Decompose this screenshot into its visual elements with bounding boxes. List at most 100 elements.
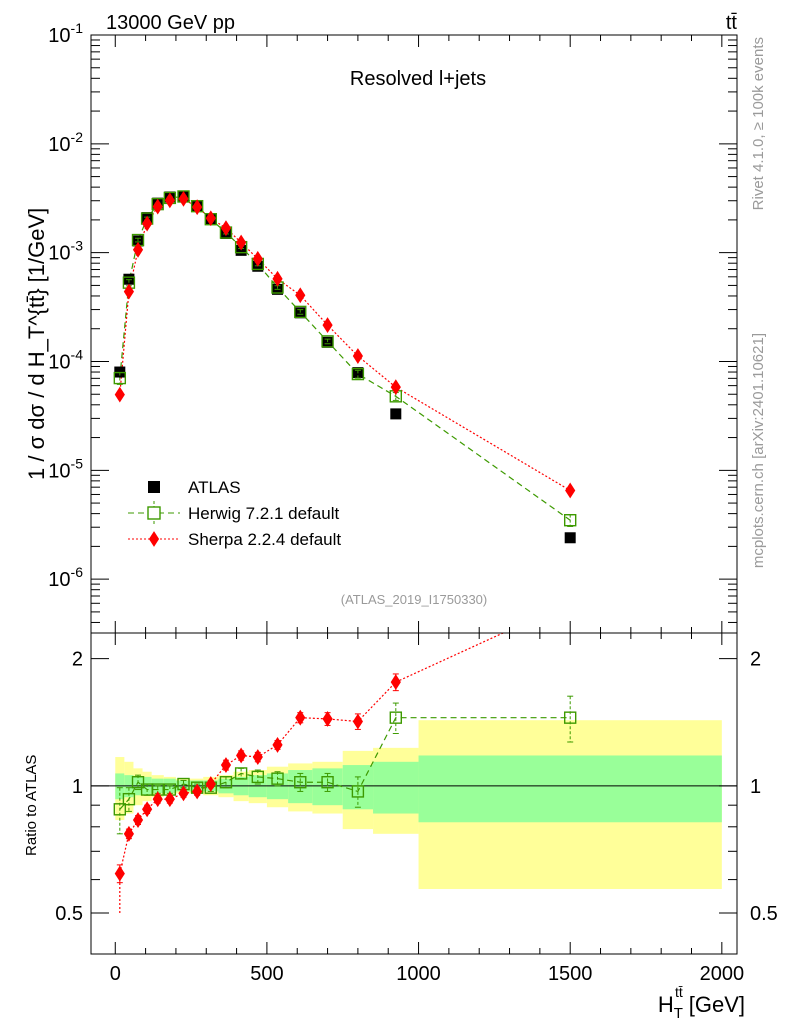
rivet-label: Rivet 4.1.0, ≥ 100k events <box>750 37 767 210</box>
y-tick-label: 10-2 <box>48 129 83 156</box>
herwig-ratio-point <box>251 770 265 784</box>
mcplots-label: mcplots.cern.ch [arXiv:2401.10621] <box>750 333 767 568</box>
herwig-point <box>321 335 334 348</box>
atlas-point <box>322 336 334 348</box>
ratio-tick-label-right: 0.5 <box>750 903 778 925</box>
sherpa-point <box>164 192 175 209</box>
sherpa-point <box>142 215 153 232</box>
sherpa-point <box>192 199 203 216</box>
sherpa-point <box>565 482 576 499</box>
herwig-ratio-point <box>234 767 248 780</box>
sherpa-point <box>114 386 125 403</box>
main-panel: Resolved l+jets (ATLAS_2019_I1750330) <box>90 34 738 634</box>
y-axis-label: 1 / σ dσ / d H_T^{tt̄} [1/GeV] <box>24 208 49 480</box>
sherpa-ratio-point <box>205 776 216 792</box>
y-tick-label: 10-4 <box>48 346 83 373</box>
x-tick-label: 0 <box>110 963 121 985</box>
ratio-plot-area <box>91 633 737 914</box>
legend-label: Herwig 7.2.1 default <box>188 504 339 523</box>
ratio-frame <box>90 632 738 955</box>
process-label: tt̄ <box>726 12 738 34</box>
sherpa-ratio-point <box>352 713 363 730</box>
herwig-ratio-point <box>271 772 284 785</box>
atlas-point <box>564 532 576 544</box>
legend-atlas-marker <box>148 481 160 493</box>
herwig-point <box>294 305 307 319</box>
sherpa-ratio-point <box>295 709 306 726</box>
sherpa-point <box>252 250 263 267</box>
ratio-y-label: Ratio to ATLAS <box>23 755 40 856</box>
ratio-panel <box>90 632 738 955</box>
watermark: (ATLAS_2019_I1750330) <box>341 592 487 607</box>
herwig-ratio-point <box>563 711 577 724</box>
atlas-band-inner <box>373 761 419 814</box>
sherpa-point <box>322 317 333 334</box>
legend-label: Sherpa 2.2.4 default <box>188 530 341 549</box>
herwig-ratio-point <box>351 785 365 798</box>
sherpa-point <box>352 348 363 364</box>
energy-label: 13000 GeV pp <box>106 12 235 34</box>
herwig-point <box>351 367 365 381</box>
y-axis-label-text: 1 / σ dσ / d H_T^{tt̄} [1/GeV] <box>24 208 49 480</box>
y-tick-label: 10-1 <box>48 20 83 47</box>
x-axis-label-sup: tt̄ <box>675 984 683 1000</box>
sherpa-point <box>220 220 232 237</box>
sherpa-point <box>132 241 144 258</box>
main-plot-area <box>113 190 577 544</box>
sherpa-ratio-point <box>390 674 401 691</box>
herwig-point <box>563 514 577 527</box>
legend-herwig-marker <box>147 506 161 520</box>
sherpa-point <box>123 283 135 300</box>
sherpa-point <box>152 198 163 215</box>
sherpa-point <box>390 379 401 396</box>
atlas-band-inner <box>418 755 722 823</box>
sherpa-ratio-point <box>164 791 175 808</box>
legend: ATLAS Herwig 7.2.1 default Sherpa 2.2.4 de… <box>128 478 341 549</box>
herwig-ratio-point <box>131 776 145 789</box>
ratio-tick-label: 2 <box>72 649 83 671</box>
sherpa-ratio-point <box>142 801 153 818</box>
sherpa-ratio-point <box>192 783 203 800</box>
herwig-point <box>113 371 127 385</box>
herwig-ratio-point <box>219 776 233 789</box>
sherpa-ratio-point <box>178 785 189 802</box>
herwig-ratio-point <box>389 711 403 724</box>
sherpa-ratio-point <box>132 812 144 828</box>
y-tick-label: 10-6 <box>48 564 83 591</box>
x-tick-label: 1000 <box>396 963 441 985</box>
sherpa-ratio-point <box>272 736 283 753</box>
sherpa-ratio-point <box>152 791 163 808</box>
sherpa-point <box>236 234 247 251</box>
sherpa-point <box>205 210 216 227</box>
legend-sherpa-marker <box>148 531 160 547</box>
herwig-ratio-point <box>294 776 307 789</box>
sherpa-ratio-point <box>322 711 333 727</box>
atlas-point <box>390 408 402 420</box>
legend-label: ATLAS <box>188 478 241 497</box>
x-axis-label-unit: [GeV] <box>689 992 745 1017</box>
sherpa-ratio-point <box>123 825 135 842</box>
ratio-tick-label: 0.5 <box>55 903 83 925</box>
y-tick-label: 10-3 <box>48 238 83 265</box>
atlas-point <box>294 307 306 319</box>
herwig-ratio-point <box>122 792 136 806</box>
ratio-tick-label: 1 <box>72 776 83 798</box>
ratio-tick-label-right: 1 <box>750 776 761 798</box>
sherpa-ratio-point <box>220 757 232 773</box>
x-tick-label: 500 <box>250 963 283 985</box>
sherpa-ratio-point <box>252 749 263 765</box>
x-tick-label: 1500 <box>548 963 593 985</box>
herwig-ratio-point <box>113 803 127 816</box>
y-tick-label: 10-5 <box>48 455 83 482</box>
sherpa-point <box>272 270 283 287</box>
sherpa-ratio-point <box>114 865 125 882</box>
sherpa-ratio-point <box>236 747 247 764</box>
x-axis-label-main: H <box>658 992 674 1017</box>
ratio-tick-label-right: 2 <box>750 649 761 671</box>
herwig-ratio-point <box>321 776 334 789</box>
x-axis-label: HTtt̄ [GeV] <box>658 984 745 1022</box>
chart-title: Resolved l+jets <box>350 68 486 90</box>
sherpa-point <box>295 287 306 304</box>
x-tick-label: 2000 <box>700 963 745 985</box>
